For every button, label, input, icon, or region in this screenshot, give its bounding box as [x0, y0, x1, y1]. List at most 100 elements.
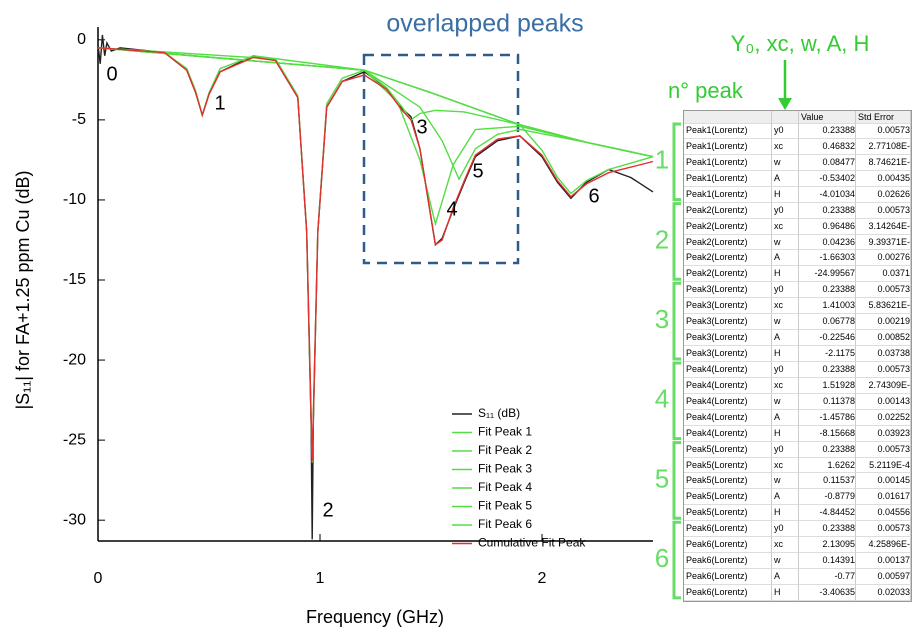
table-cell: 0.23388 — [799, 123, 856, 139]
table-cell: Peak2(Lorentz) — [684, 218, 772, 235]
table-cell: Peak6(Lorentz) — [684, 521, 772, 538]
group-label: 1 — [655, 145, 669, 175]
table-cell: 0.01617 — [856, 489, 911, 506]
peak-label: 4 — [446, 198, 457, 220]
table-cell: -4.84452 — [799, 505, 856, 522]
y-tick-label: -15 — [63, 271, 86, 288]
table-cell: A — [772, 569, 799, 585]
table-cell: Peak1(Lorentz) — [684, 186, 772, 203]
peak-label: 1 — [214, 92, 225, 114]
table-cell: 4.25896E- — [856, 537, 911, 554]
y-tick-label: -5 — [72, 111, 86, 128]
table-cell: -0.53402 — [799, 170, 856, 187]
table-cell: 0.08477 — [799, 154, 856, 171]
table-cell: Value — [799, 111, 856, 124]
table-cell: Peak5(Lorentz) — [684, 505, 772, 522]
group-bracket — [672, 281, 681, 361]
table-cell: y0 — [772, 282, 799, 299]
table-cell: w — [772, 393, 799, 410]
peak-label: 5 — [472, 160, 483, 182]
table-cell: Peak5(Lorentz) — [684, 489, 772, 506]
table-cell: 0.23388 — [799, 521, 856, 538]
table-cell: A — [772, 250, 799, 267]
legend-label: Fit Peak 1 — [478, 425, 532, 439]
table-cell: -8.15668 — [799, 425, 856, 442]
peak-label: 6 — [588, 185, 599, 207]
table-cell: 0.23388 — [799, 361, 856, 378]
table-cell: 0.00145 — [856, 473, 911, 490]
table-cell: y0 — [772, 361, 799, 378]
table-cell: 0.00276 — [856, 250, 911, 267]
table-cell: 0.00573 — [856, 123, 911, 139]
table-cell: -1.45786 — [799, 409, 856, 426]
series-line — [97, 47, 654, 463]
table-cell: Peak6(Lorentz) — [684, 569, 772, 585]
table-cell: H — [772, 186, 799, 203]
table-cell: Peak5(Lorentz) — [684, 457, 772, 474]
legend-label: Fit Peak 5 — [478, 499, 532, 513]
table-cell: Peak3(Lorentz) — [684, 330, 772, 346]
group-label: 2 — [655, 224, 669, 254]
table-cell: 2.13095 — [799, 537, 856, 554]
table-cell: Peak4(Lorentz) — [684, 409, 772, 426]
table-cell: 0.00219 — [856, 314, 911, 331]
table-cell: A — [772, 170, 799, 187]
overlap-box — [362, 53, 520, 265]
table-cell: 0.02252 — [856, 409, 911, 426]
series-line — [97, 47, 654, 158]
legend-label: Fit Peak 4 — [478, 480, 532, 494]
table-cell: 0.00137 — [856, 553, 911, 570]
table-cell: Peak4(Lorentz) — [684, 377, 772, 394]
table-cell: Peak3(Lorentz) — [684, 298, 772, 315]
table-cell: xc — [772, 457, 799, 474]
y-axis-label: |S₁₁| for FA+1.25 ppm Cu (dB) — [13, 170, 33, 409]
table-cell: w — [772, 154, 799, 171]
group-label: 3 — [655, 304, 669, 334]
table-cell: H — [772, 266, 799, 283]
table-cell: H — [772, 346, 799, 362]
table-cell: w — [772, 234, 799, 251]
group-label: 6 — [655, 543, 669, 573]
series-line — [97, 47, 654, 461]
table-cell: -1.66303 — [799, 250, 856, 267]
table-cell: 0.0371 — [856, 266, 911, 283]
table-cell: Peak3(Lorentz) — [684, 314, 772, 331]
table-cell: xc — [772, 537, 799, 554]
y-tick-label: -25 — [63, 431, 86, 448]
arrow-head — [778, 98, 792, 110]
table-cell: Peak2(Lorentz) — [684, 202, 772, 219]
table-cell: -0.8779 — [799, 489, 856, 506]
table-cell: 0.02626 — [856, 186, 911, 203]
table-cell: 0.46832 — [799, 138, 856, 155]
table-cell: 8.74621E- — [856, 154, 911, 171]
table-cell: Peak5(Lorentz) — [684, 441, 772, 458]
table-cell: Peak6(Lorentz) — [684, 553, 772, 570]
series-line — [97, 47, 654, 181]
table-cell: xc — [772, 377, 799, 394]
group-bracket — [672, 441, 681, 520]
peak-label: 2 — [322, 499, 333, 521]
table-cell: H — [772, 425, 799, 442]
table-cell: 1.6262 — [799, 457, 856, 474]
x-tick-label: 0 — [94, 570, 103, 587]
table-cell: Peak2(Lorentz) — [684, 266, 772, 283]
group-label: 5 — [655, 463, 669, 493]
table-cell: A — [772, 409, 799, 426]
group-bracket — [672, 520, 681, 600]
legend-label: S₁₁ (dB) — [478, 406, 520, 420]
table-cell: Peak1(Lorentz) — [684, 170, 772, 187]
table-cell: 2.74309E- — [856, 377, 911, 394]
table-cell: 0.00573 — [856, 361, 911, 378]
table-cell: 0.00852 — [856, 330, 911, 346]
table-cell: y0 — [772, 202, 799, 219]
peak-label: 0 — [106, 63, 117, 85]
y-tick-label: 0 — [77, 31, 86, 48]
table-cell — [684, 111, 772, 124]
table-cell: 0.03923 — [856, 425, 911, 442]
table-cell: 0.11378 — [799, 393, 856, 410]
table-cell: Peak4(Lorentz) — [684, 393, 772, 410]
annotation: overlapped peaks — [386, 10, 583, 38]
group-label: 4 — [655, 384, 669, 414]
table-cell: 0.96486 — [799, 218, 856, 235]
